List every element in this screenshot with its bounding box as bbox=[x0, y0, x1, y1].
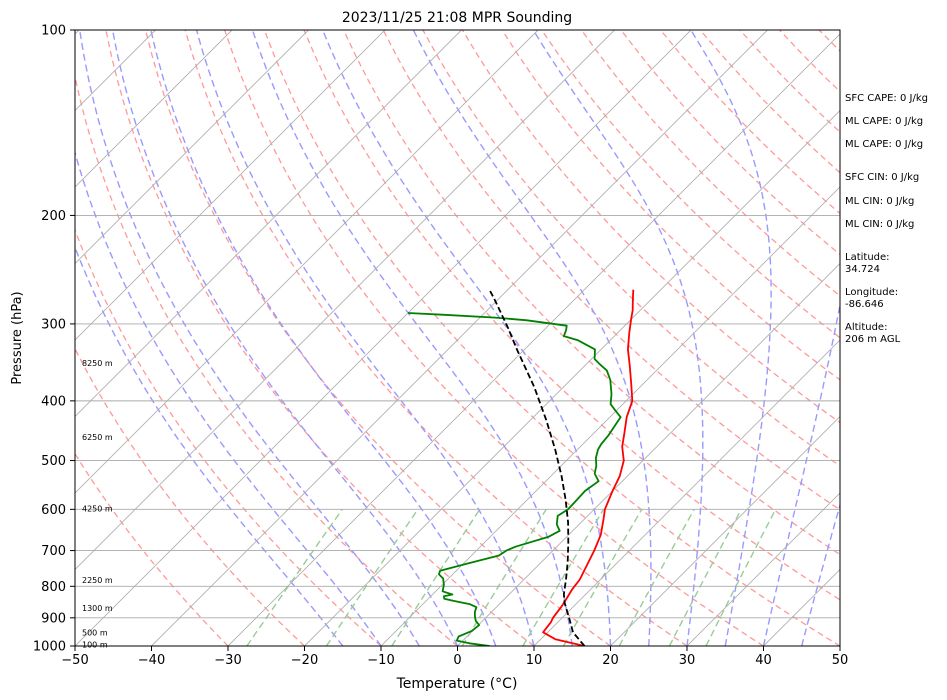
isotherm bbox=[75, 30, 233, 188]
dry-adiabat bbox=[224, 30, 764, 646]
moist-adiabat bbox=[801, 502, 840, 646]
plot-frame bbox=[74, 29, 841, 647]
moist-adiabat bbox=[150, 30, 497, 646]
x-tick-label: 0 bbox=[453, 653, 461, 668]
x-tick-label: −50 bbox=[61, 653, 88, 668]
dry-adiabat bbox=[75, 74, 458, 646]
y-tick-label: 200 bbox=[41, 209, 66, 224]
reference-lines bbox=[0, 30, 840, 646]
x-tick-label: 50 bbox=[832, 653, 849, 668]
moist-adiabat bbox=[79, 30, 420, 646]
height-label: 2250 m bbox=[82, 576, 113, 585]
isotherm bbox=[151, 30, 768, 646]
height-label: 100 m bbox=[82, 641, 108, 650]
annotation-ml-cape: ML CAPE: 0 J/kg bbox=[845, 116, 924, 127]
y-tick-label: 700 bbox=[41, 544, 66, 559]
x-tick-label: 40 bbox=[755, 653, 772, 668]
mixing-ratio-line bbox=[461, 508, 547, 646]
temperature-line bbox=[542, 289, 635, 646]
moist-adiabat bbox=[75, 245, 344, 646]
isotherm bbox=[533, 339, 840, 646]
dry-adiabat bbox=[75, 452, 229, 646]
dry-adiabat bbox=[184, 30, 688, 646]
moist-adiabat bbox=[251, 30, 573, 646]
y-tick-label: 400 bbox=[41, 394, 66, 409]
profile-lines bbox=[407, 289, 635, 646]
annotation-ml-cape-2: ML CAPE: 0 J/kg bbox=[845, 139, 924, 150]
height-label: 1300 m bbox=[82, 604, 113, 613]
mixing-ratio-line bbox=[705, 508, 777, 646]
x-tick-label: 30 bbox=[679, 653, 696, 668]
annotation-ml-cin: ML CIN: 0 J/kg bbox=[845, 196, 915, 207]
x-tick-label: 20 bbox=[602, 653, 619, 668]
y-tick-label: 500 bbox=[41, 454, 66, 469]
x-tick-label: −40 bbox=[138, 653, 165, 668]
isotherm bbox=[75, 30, 539, 494]
height-labels: 8250 m 6250 m 4250 m 2250 m 1300 m 500 m 100 m bbox=[82, 359, 113, 650]
y-axis: 100 200 300 400 500 600 700 800 900 1000 bbox=[33, 24, 75, 655]
mixing-ratio-line bbox=[522, 508, 605, 646]
dry-adiabat bbox=[105, 30, 535, 646]
mixing-ratio-line bbox=[391, 508, 481, 646]
isotherm bbox=[75, 30, 309, 265]
isotherm bbox=[75, 30, 692, 646]
x-tick-label: −20 bbox=[291, 653, 318, 668]
dewpoint-line bbox=[407, 312, 622, 646]
dry-adiabat bbox=[263, 30, 840, 646]
height-label: 500 m bbox=[82, 628, 108, 637]
moist-adiabat bbox=[412, 30, 652, 646]
y-tick-label: 600 bbox=[41, 503, 66, 518]
y-tick-label: 1000 bbox=[33, 640, 66, 655]
x-axis: −50 −40 −30 −20 −10 0 10 20 30 40 50 bbox=[61, 646, 848, 668]
isotherm bbox=[227, 33, 840, 646]
x-tick-label: −10 bbox=[367, 653, 394, 668]
dry-adiabat bbox=[382, 30, 840, 511]
dry-adiabat bbox=[343, 30, 840, 556]
isotherm bbox=[75, 30, 462, 418]
annotation-longitude: Longitude: -86.646 bbox=[845, 287, 899, 310]
annotation-altitude: Altitude: 206 m AGL bbox=[845, 322, 901, 345]
isotherm bbox=[75, 30, 615, 571]
moist-adiabat bbox=[111, 30, 459, 646]
height-label: 4250 m bbox=[82, 504, 113, 513]
moist-adiabat bbox=[532, 30, 704, 646]
isotherm bbox=[304, 109, 840, 646]
mixing-ratio-line bbox=[668, 508, 742, 646]
mixing-ratio-line bbox=[246, 508, 343, 646]
chart-title: 2023/11/25 21:08 MPR Sounding bbox=[342, 10, 572, 26]
annotation-sfc-cape: SFC CAPE: 0 J/kg bbox=[845, 93, 928, 104]
height-label: 8250 m bbox=[82, 359, 113, 368]
annotation-latitude: Latitude: 34.724 bbox=[845, 252, 890, 275]
isotherm bbox=[457, 262, 840, 646]
y-axis-label: Pressure (hPa) bbox=[10, 291, 25, 384]
moist-adiabat bbox=[690, 30, 772, 646]
moist-adiabat bbox=[762, 301, 840, 646]
x-tick-label: 10 bbox=[526, 653, 543, 668]
isotherm bbox=[75, 30, 386, 341]
annotation-ml-cin-2: ML CIN: 0 J/kg bbox=[845, 219, 915, 230]
height-label: 6250 m bbox=[82, 433, 113, 442]
y-tick-label: 900 bbox=[41, 611, 66, 626]
dry-adiabat bbox=[75, 347, 305, 646]
x-tick-label: −30 bbox=[214, 653, 241, 668]
y-tick-label: 800 bbox=[41, 580, 66, 595]
dry-adiabat bbox=[75, 228, 382, 646]
y-tick-label: 300 bbox=[41, 317, 66, 332]
dry-adiabat bbox=[580, 30, 840, 297]
y-tick-label: 100 bbox=[41, 24, 66, 39]
isotherm bbox=[686, 492, 840, 646]
isotherm bbox=[0, 30, 3, 646]
dry-adiabat bbox=[144, 30, 611, 646]
annotation-sfc-cin: SFC CIN: 0 J/kg bbox=[845, 172, 920, 183]
isotherm bbox=[380, 186, 840, 646]
dry-adiabat bbox=[422, 30, 840, 467]
x-axis-label: Temperature (°C) bbox=[396, 676, 518, 692]
isotherm bbox=[610, 415, 840, 646]
parcel-line bbox=[488, 289, 586, 646]
dry-adiabat bbox=[303, 30, 840, 601]
moist-adiabat bbox=[75, 150, 382, 646]
moist-adiabat bbox=[195, 30, 535, 646]
